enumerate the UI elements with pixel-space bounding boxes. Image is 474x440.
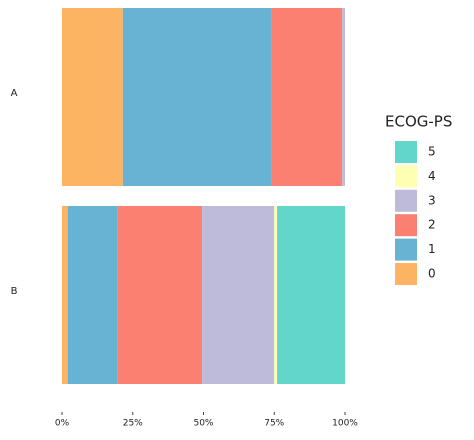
- bar-segment: [277, 206, 345, 384]
- legend-key: [395, 165, 417, 188]
- x-tick-label: 100%: [332, 419, 358, 429]
- legend-label: 1: [428, 242, 436, 256]
- bar-segment: [62, 8, 123, 186]
- legend-key: [395, 263, 417, 285]
- bar-segment: [62, 206, 68, 384]
- legend-key: [395, 214, 417, 237]
- legend-label: 5: [428, 145, 436, 159]
- bar-segment: [122, 8, 272, 186]
- legend-key: [395, 141, 417, 163]
- y-tick-label: A: [11, 88, 18, 99]
- bar-segment: [202, 206, 275, 384]
- legend-label: 0: [428, 267, 436, 281]
- legend-label: 3: [428, 193, 436, 207]
- y-tick-label: B: [11, 286, 18, 297]
- x-tick-label: 25%: [123, 419, 143, 429]
- bar-segment: [274, 206, 278, 384]
- legend-label: 2: [428, 218, 436, 232]
- legend-key: [395, 189, 417, 212]
- legend-label: 4: [428, 169, 436, 183]
- legend-key: [395, 238, 417, 261]
- bar-segment: [117, 206, 203, 384]
- legend-title: ECOG-PS: [385, 113, 452, 131]
- x-tick-label: 50%: [193, 419, 213, 429]
- x-tick-label: 0%: [55, 419, 70, 429]
- bar-segment: [342, 8, 345, 186]
- bar-segment: [271, 8, 343, 186]
- bar-segment: [67, 206, 118, 384]
- x-tick-label: 75%: [264, 419, 284, 429]
